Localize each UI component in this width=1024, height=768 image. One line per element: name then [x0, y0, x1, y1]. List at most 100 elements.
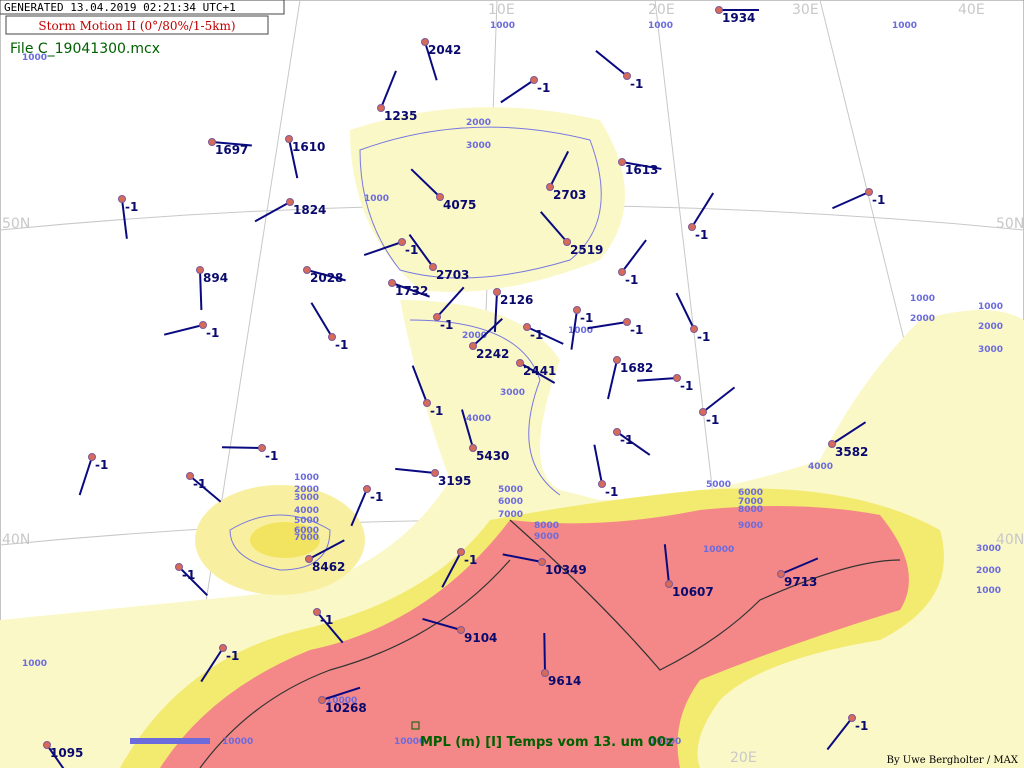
station-label: 10349	[545, 563, 587, 577]
wind-barb	[221, 446, 263, 449]
file-name: File C_19041300.mcx	[10, 41, 160, 57]
station-label: 2126	[500, 293, 533, 307]
station-label: -1	[265, 449, 278, 463]
contour-label: 1000	[22, 659, 47, 669]
station-dot	[613, 356, 621, 364]
wind-barb	[408, 234, 434, 268]
station-dot	[88, 453, 96, 461]
contour-label: 6000	[738, 488, 763, 498]
grid-label: 20E	[730, 750, 757, 766]
station-label: -1	[630, 323, 643, 337]
wind-barb	[436, 286, 465, 318]
wind-barb	[540, 211, 568, 243]
contour-label: 3000	[976, 544, 1001, 554]
station-dot	[377, 104, 385, 112]
station-dot	[457, 548, 465, 556]
wind-barb	[391, 282, 430, 298]
contour-label: 2000	[978, 322, 1003, 332]
contour-label: 1000	[910, 294, 935, 304]
station-dot	[457, 626, 465, 634]
station-label: 2042	[428, 43, 461, 57]
station-dot	[196, 266, 204, 274]
contour-label: 8000	[534, 521, 559, 531]
wind-barb	[549, 150, 570, 188]
contour-label: 7000	[738, 497, 763, 507]
station-label: 1682	[620, 361, 653, 375]
contour-label: 2000	[294, 485, 319, 495]
station-dot	[530, 76, 538, 84]
legend-caption: MPL (m) [I] Temps vom 13. um 00z	[420, 735, 674, 750]
contour-label: 9000	[738, 521, 763, 531]
wind-barb	[254, 201, 291, 223]
station-label: 1732	[395, 284, 428, 298]
station-label: -1	[193, 477, 206, 491]
station-dot	[305, 555, 313, 563]
contour-label: 4000	[808, 462, 833, 472]
station-dot	[865, 188, 873, 196]
station-label: 1824	[293, 203, 326, 217]
station-label: 1095	[50, 746, 83, 760]
station-label: -1	[580, 311, 593, 325]
wind-barb	[441, 551, 462, 588]
station-label: 3195	[438, 474, 471, 488]
contour-label: 7000	[294, 533, 319, 543]
wind-barb	[472, 317, 503, 347]
station-label: -1	[206, 326, 219, 340]
wind-barb	[288, 138, 299, 179]
wind-barb	[570, 309, 578, 350]
station-label: 2242	[476, 347, 509, 361]
station-dot	[186, 472, 194, 480]
wind-barb	[616, 431, 651, 456]
station-dot	[43, 741, 51, 749]
station-dot	[219, 644, 227, 652]
station-label: -1	[605, 485, 618, 499]
station-dot	[199, 321, 207, 329]
wind-barb	[211, 141, 252, 147]
wind-barb	[831, 421, 867, 445]
station-dot	[328, 333, 336, 341]
station-label: 2519	[570, 243, 603, 257]
station-label: 5430	[476, 449, 509, 463]
station-dot	[431, 469, 439, 477]
wind-barb	[178, 566, 208, 596]
contour-label: 5000	[498, 485, 523, 495]
station-dot	[285, 135, 293, 143]
station-label: -1	[625, 273, 638, 287]
station-label: -1	[620, 433, 633, 447]
wind-barb	[621, 239, 647, 273]
station-label: -1	[125, 200, 138, 214]
wind-barb	[308, 539, 345, 560]
station-label: -1	[855, 719, 868, 733]
wind-barb	[422, 618, 462, 631]
station-dot	[690, 325, 698, 333]
station-label: -1	[370, 490, 383, 504]
contour-label: 2000	[462, 331, 487, 341]
contour-label: 7000	[498, 510, 523, 520]
station-dot	[436, 193, 444, 201]
station-label: -1	[695, 228, 708, 242]
station-label: -1	[464, 553, 477, 567]
contour-label: 1000	[490, 21, 515, 31]
station-dot	[208, 138, 216, 146]
station-dot	[848, 714, 856, 722]
wind-barb	[306, 269, 346, 282]
contour-label: 3000	[978, 345, 1003, 355]
contour-label: 1000	[22, 53, 47, 63]
contour-label: 1000	[648, 21, 673, 31]
contour-label: 5000	[706, 480, 731, 490]
station-label: 1235	[384, 109, 417, 123]
wind-barb	[526, 326, 564, 345]
grid-label: 10E	[488, 2, 515, 18]
title: Storm Motion II (0°/80%/1-5km)	[38, 19, 235, 33]
station-dot	[469, 342, 477, 350]
wind-barb	[363, 241, 403, 256]
station-label: -1	[405, 243, 418, 257]
title-box	[5, 15, 269, 35]
wind-barb	[595, 50, 628, 77]
wind-barb	[380, 70, 397, 109]
wind-barb	[200, 647, 224, 683]
contour-label: 1000	[568, 326, 593, 336]
station-dot	[623, 318, 631, 326]
contour-label: 1000	[976, 586, 1001, 596]
